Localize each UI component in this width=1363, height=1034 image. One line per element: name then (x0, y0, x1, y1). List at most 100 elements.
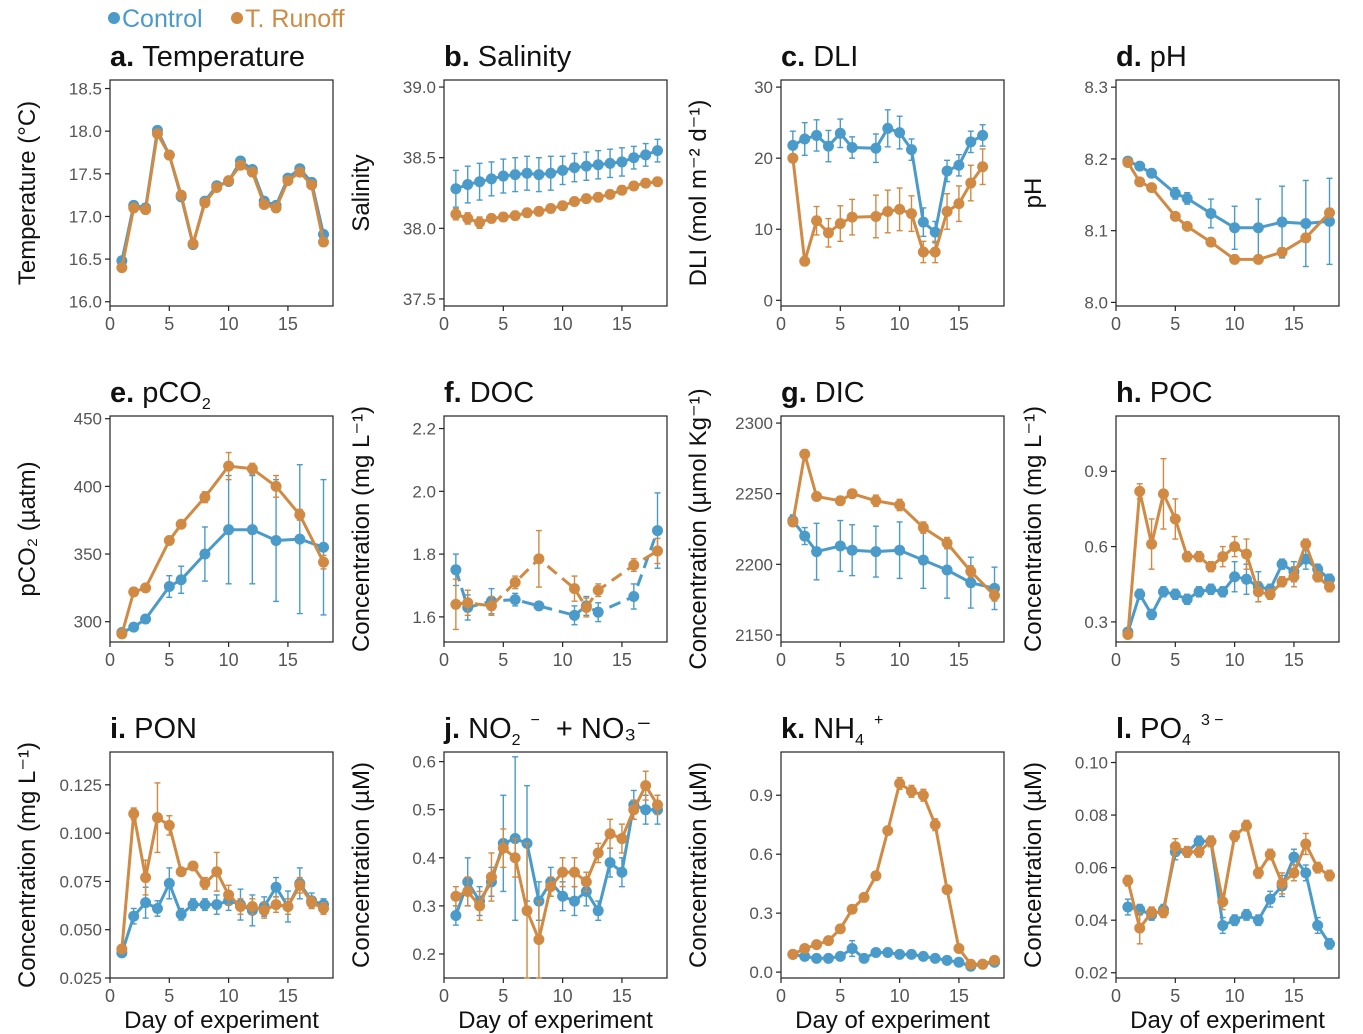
data-point (941, 884, 953, 896)
data-point (882, 205, 894, 217)
panel-title-superscript: 3 − (1201, 712, 1224, 729)
data-point (450, 183, 462, 195)
data-point (846, 488, 858, 500)
data-point (616, 184, 628, 196)
data-point (533, 553, 545, 565)
data-point (1252, 253, 1264, 265)
data-point (1169, 588, 1181, 600)
y-tick-label: 0.3 (412, 897, 436, 916)
panel-title-text: PO (1140, 713, 1182, 745)
series-runoff (450, 529, 664, 631)
y-tick-label: 0.3 (749, 904, 773, 923)
x-tick-label: 10 (1225, 314, 1245, 334)
data-point (116, 262, 128, 274)
y-tick-label: 18.5 (69, 80, 102, 99)
data-point (211, 899, 223, 911)
series-runoff (1122, 457, 1336, 640)
data-point (128, 808, 140, 820)
data-point (270, 881, 282, 893)
x-tick-label: 0 (1111, 986, 1121, 1006)
data-point (917, 216, 929, 228)
series-runoff (450, 176, 664, 230)
data-point (1181, 220, 1193, 232)
data-point (1300, 217, 1312, 229)
data-point (521, 905, 533, 917)
data-point (882, 946, 894, 958)
data-point (140, 613, 152, 625)
y-tick-label: 0.08 (1075, 806, 1108, 825)
x-tick-label: 10 (890, 986, 910, 1006)
series-control (450, 492, 664, 626)
x-tick-label: 10 (553, 650, 573, 670)
plot-frame (780, 79, 1005, 307)
x-axis-label: Day of experiment (458, 1007, 653, 1034)
data-point (116, 628, 128, 640)
series-line (791, 519, 995, 590)
data-point (1300, 867, 1312, 879)
data-point (652, 799, 664, 811)
plot-frame (1115, 79, 1340, 307)
data-point (1300, 553, 1312, 565)
y-axis-label: Concentration (mg L⁻¹) (348, 406, 375, 652)
y-tick-label: 2250 (735, 485, 773, 504)
data-point (568, 583, 580, 595)
data-point (151, 128, 163, 140)
data-point (965, 136, 977, 148)
series-line (454, 803, 658, 916)
y-tick-label: 0.06 (1075, 859, 1108, 878)
y-tick-label: 0.5 (412, 801, 436, 820)
data-point (1193, 551, 1205, 563)
data-point (318, 236, 330, 248)
data-point (163, 535, 175, 547)
data-point (640, 780, 652, 792)
data-point (223, 460, 235, 472)
data-point (557, 866, 569, 878)
data-point (1122, 875, 1134, 887)
data-point (497, 170, 509, 182)
data-point (1169, 841, 1181, 853)
data-point (306, 179, 318, 191)
x-tick-label: 15 (278, 986, 298, 1006)
data-point (187, 899, 199, 911)
data-point (917, 522, 929, 534)
data-point (199, 197, 211, 209)
panel-title-superscript: − (531, 712, 540, 729)
data-point (628, 152, 640, 164)
panel-title-text: DLI (813, 41, 858, 73)
series-runoff (1122, 819, 1336, 945)
data-point (1312, 919, 1324, 931)
data-point (616, 833, 628, 845)
y-tick-label: 400 (74, 477, 102, 496)
panel-title: a. Temperature (110, 41, 305, 73)
data-point (989, 954, 1001, 966)
data-point (604, 857, 616, 869)
series-line (1126, 557, 1331, 633)
panel-title-text: Salinity (478, 41, 572, 73)
data-point (270, 535, 282, 547)
panel-title: j. NO2− + NO₃⁻ (443, 712, 652, 749)
data-point (977, 129, 989, 141)
data-point (1229, 571, 1241, 583)
data-point (234, 159, 246, 171)
data-point (1240, 548, 1252, 560)
x-axis-label: Day of experiment (124, 1007, 319, 1034)
panel-l: l. PO4 3 − 0.02 0.04 0.06 0.08 0.10 0 5 10 15 Concen… (1020, 712, 1340, 1034)
data-point (1240, 573, 1252, 585)
data-point (905, 144, 917, 156)
panel-title-text: DOC (470, 377, 534, 409)
x-tick-label: 0 (776, 314, 786, 334)
data-point (870, 946, 882, 958)
data-point (917, 554, 929, 566)
data-point (787, 516, 799, 528)
data-point (211, 181, 223, 193)
data-point (1157, 906, 1169, 918)
data-point (953, 956, 965, 968)
series-line (120, 128, 325, 262)
data-point (1324, 581, 1336, 593)
series-control (787, 109, 989, 244)
panel-title-tail: + NO₃⁻ (548, 713, 652, 745)
y-tick-label: 8.1 (1084, 222, 1108, 241)
series-line (454, 530, 659, 617)
x-tick-label: 0 (776, 986, 786, 1006)
